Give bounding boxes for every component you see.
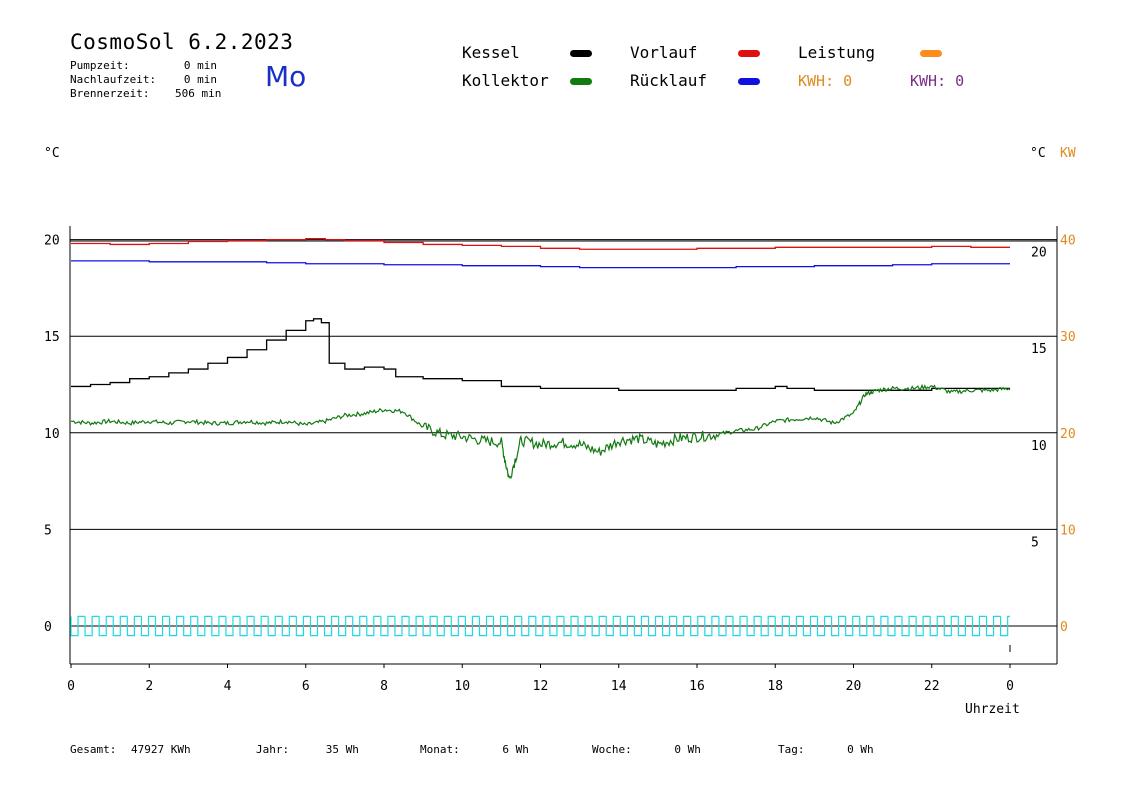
series-vorlauf bbox=[71, 237, 1010, 250]
series-pump bbox=[70, 615, 1010, 637]
footer-day-label: Tag: bbox=[778, 743, 805, 756]
series-kollektor bbox=[70, 383, 1011, 480]
legend-vorlauf-label: Vorlauf bbox=[630, 43, 698, 62]
x-tick-label: 4 bbox=[224, 679, 232, 694]
legend-leistung-label: Leistung bbox=[798, 43, 876, 62]
x-tick-label: 2 bbox=[145, 679, 153, 694]
footer-year-label: Jahr: bbox=[256, 743, 290, 756]
pump-time-row: Pumpzeit: 0 min bbox=[70, 59, 217, 72]
afterrun-time-value: 0 min bbox=[183, 73, 217, 86]
y-left-tick-label: 10 bbox=[44, 427, 60, 442]
y-right-c-tick-label: 10 bbox=[1031, 439, 1047, 454]
y-right-c-tick-label: 15 bbox=[1031, 342, 1047, 357]
y-right-kw-tick-label: 40 bbox=[1060, 234, 1076, 249]
afterrun-time-label: Nachlaufzeit: bbox=[70, 73, 157, 86]
footer-month: Monat: 6 Wh bbox=[420, 743, 529, 756]
footer-day-value: 0 Wh bbox=[847, 743, 874, 756]
y-right-c-tick-label: 5 bbox=[1031, 535, 1039, 550]
x-tick-label: 14 bbox=[611, 679, 627, 694]
y-right-kw-tick-label: 20 bbox=[1060, 427, 1076, 442]
footer-week: Woche: 0 Wh bbox=[592, 743, 701, 756]
footer-total: Gesamt: 47927 KWh bbox=[70, 743, 191, 756]
y-left-tick-label: 20 bbox=[44, 234, 60, 249]
legend-leistung-swatch bbox=[920, 50, 942, 57]
right-axis-unit-kw: KW bbox=[1060, 146, 1076, 161]
y-right-kw-tick-label: 30 bbox=[1060, 330, 1076, 345]
y-right-c-tick-label: 20 bbox=[1031, 246, 1047, 261]
footer-total-value: 47927 KWh bbox=[130, 743, 191, 756]
series-kessel bbox=[71, 318, 1010, 391]
footer-year-value: 35 Wh bbox=[325, 743, 359, 756]
kwh-purple: KWH: 0 bbox=[910, 72, 965, 90]
pump-time-value: 0 min bbox=[183, 59, 217, 72]
pump-time-label: Pumpzeit: bbox=[70, 59, 130, 72]
footer-total-label: Gesamt: bbox=[70, 743, 117, 756]
legend-kollektor-swatch bbox=[570, 78, 592, 85]
left-axis-unit: °C bbox=[44, 146, 60, 161]
x-tick-label: 0 bbox=[1006, 679, 1014, 694]
legend-vorlauf-swatch bbox=[738, 50, 760, 57]
burner-time-value: 506 min bbox=[175, 87, 222, 100]
right-axis-unit-c: °C bbox=[1030, 146, 1046, 161]
chart-title: CosmoSol 6.2.2023 bbox=[70, 30, 294, 54]
legend-kessel-swatch bbox=[570, 50, 592, 57]
afterrun-time-row: Nachlaufzeit: 0 min bbox=[70, 73, 217, 86]
x-tick-label: 18 bbox=[767, 679, 783, 694]
burner-time-label: Brennerzeit: bbox=[70, 87, 150, 100]
kwh-orange: KWH: 0 bbox=[798, 72, 853, 90]
x-tick-label: 20 bbox=[846, 679, 862, 694]
x-tick-label: 0 bbox=[67, 679, 75, 694]
x-tick-label: 8 bbox=[380, 679, 388, 694]
x-tick-label: 16 bbox=[689, 679, 705, 694]
legend-kessel-label: Kessel bbox=[462, 43, 520, 62]
footer-week-label: Woche: bbox=[592, 743, 632, 756]
x-tick-label: 10 bbox=[454, 679, 470, 694]
legend-ruecklauf-swatch bbox=[738, 78, 760, 85]
y-right-kw-tick-label: 0 bbox=[1060, 620, 1068, 635]
x-tick-label: 6 bbox=[302, 679, 310, 694]
x-tick-label: 22 bbox=[924, 679, 940, 694]
x-tick-label: 12 bbox=[533, 679, 549, 694]
footer-month-value: 6 Wh bbox=[502, 743, 529, 756]
y-left-tick-label: 0 bbox=[44, 620, 52, 635]
footer-day: Tag: 0 Wh bbox=[778, 743, 874, 756]
y-left-tick-label: 15 bbox=[44, 330, 60, 345]
legend-kollektor-label: Kollektor bbox=[462, 71, 549, 90]
footer-week-value: 0 Wh bbox=[674, 743, 701, 756]
burner-time-row: Brennerzeit: 506 min bbox=[70, 87, 221, 100]
footer-year: Jahr: 35 Wh bbox=[256, 743, 359, 756]
y-right-kw-tick-label: 10 bbox=[1060, 523, 1076, 538]
series-ruecklauf bbox=[71, 260, 1010, 269]
day-of-week: Mo bbox=[265, 60, 307, 93]
y-left-tick-label: 5 bbox=[44, 523, 52, 538]
footer-month-label: Monat: bbox=[420, 743, 460, 756]
legend-ruecklauf-label: Rücklauf bbox=[630, 71, 708, 90]
x-axis-label: Uhrzeit bbox=[965, 702, 1020, 717]
